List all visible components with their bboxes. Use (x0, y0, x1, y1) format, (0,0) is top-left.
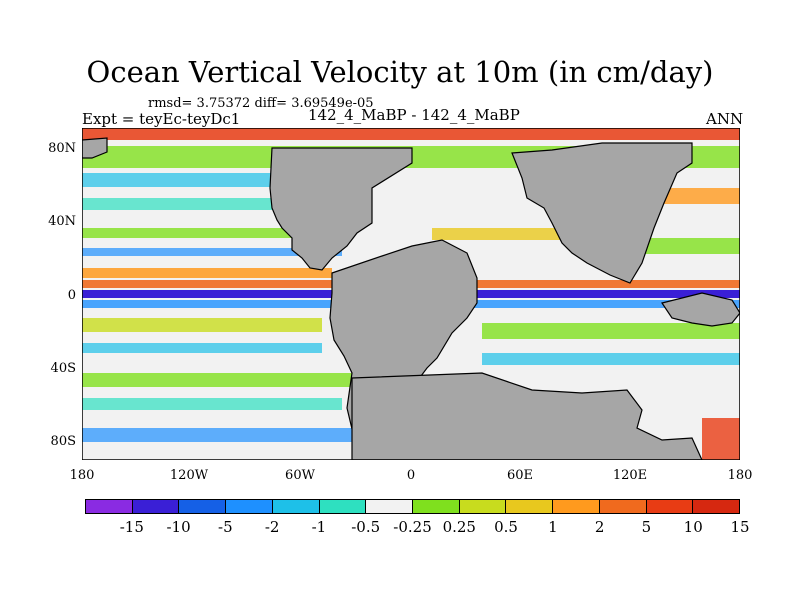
colorbar-label-11: 5 (641, 518, 652, 536)
colorbar-label-9: 1 (548, 518, 558, 536)
colorbar-swatch-2 (179, 500, 227, 513)
band-se-corner (702, 418, 740, 460)
band-spac-3 (82, 373, 352, 387)
colorbar-label-8: 0.5 (494, 518, 518, 536)
landmass-east-island (661, 292, 741, 327)
colorbar-label-6: -0.25 (393, 518, 432, 536)
stats-text: rmsd= 3.75372 diff= 3.69549e-05 (148, 96, 374, 111)
lon-tick-180w: 180 (69, 468, 95, 483)
band-spac-1 (82, 318, 322, 332)
lon-tick-60e: 60E (506, 468, 534, 483)
lat-tick-40n: 40N (48, 214, 76, 229)
colorbar-label-12: 10 (683, 518, 703, 536)
band-nind (432, 228, 592, 240)
lon-tick-120e: 120E (612, 468, 648, 483)
colorbar-label-7: 0.25 (442, 518, 476, 536)
lon-tick-120w: 120W (169, 468, 209, 483)
lat-tick-80s: 80S (50, 434, 76, 449)
experiment-label: Expt = teyEc-teyDc1 (82, 110, 241, 128)
colorbar-swatch-3 (226, 500, 273, 513)
map-svg (81, 127, 741, 461)
colorbar-swatch-1 (132, 500, 180, 513)
band-npac-4 (82, 248, 342, 256)
colorbar-swatch-13 (693, 500, 740, 513)
colorbar-swatch-6 (366, 500, 414, 513)
lat-tick-40s: 40S (50, 361, 76, 376)
colorbar-label-5: -0.5 (351, 518, 381, 536)
lat-tick-0: 0 (67, 288, 76, 303)
band-spac-4 (82, 398, 342, 410)
landmass-eurasia (511, 142, 693, 284)
band-npac-3 (82, 228, 332, 238)
band-spac-2 (82, 343, 322, 353)
colorbar-swatch-11 (599, 500, 647, 513)
band-pre-eq (82, 268, 332, 278)
lon-tick-180e: 180 (727, 468, 753, 483)
colorbar-label-13: 15 (730, 518, 750, 536)
band-sind-1 (482, 323, 740, 339)
plot-title: Ocean Vertical Velocity at 10m (in cm/da… (86, 55, 714, 89)
colorbar (85, 499, 740, 514)
colorbar-swatch-7 (413, 500, 460, 513)
landmass-americas (269, 147, 413, 271)
colorbar-label-2: -5 (218, 518, 233, 536)
colorbar-swatch-12 (646, 500, 694, 513)
season-label: ANN (706, 110, 744, 128)
band-npac-2 (82, 198, 282, 210)
colorbar-swatch-5 (319, 500, 367, 513)
band-north-edge (82, 128, 740, 140)
runs-label: 142_4_MaBP - 142_4_MaBP (308, 106, 520, 124)
colorbar-label-4: -1 (311, 518, 327, 536)
map-panel (81, 127, 741, 461)
colorbar-label-1: -10 (166, 518, 191, 536)
band-sind-2 (482, 353, 740, 365)
colorbar-label-3: -2 (264, 518, 280, 536)
band-natl-2 (642, 238, 740, 254)
lon-tick-0: 0 (406, 468, 416, 483)
colorbar-swatch-0 (86, 500, 133, 513)
colorbar-label-0: -15 (119, 518, 144, 536)
lon-tick-60w: 60W (285, 468, 315, 483)
colorbar-swatch-10 (553, 500, 600, 513)
colorbar-swatch-9 (506, 500, 554, 513)
colorbar-swatch-8 (459, 500, 507, 513)
colorbar-label-10: 2 (594, 518, 605, 536)
band-spac-5 (82, 428, 352, 442)
lat-tick-80n: 80N (48, 141, 76, 156)
colorbar-swatch-4 (272, 500, 320, 513)
